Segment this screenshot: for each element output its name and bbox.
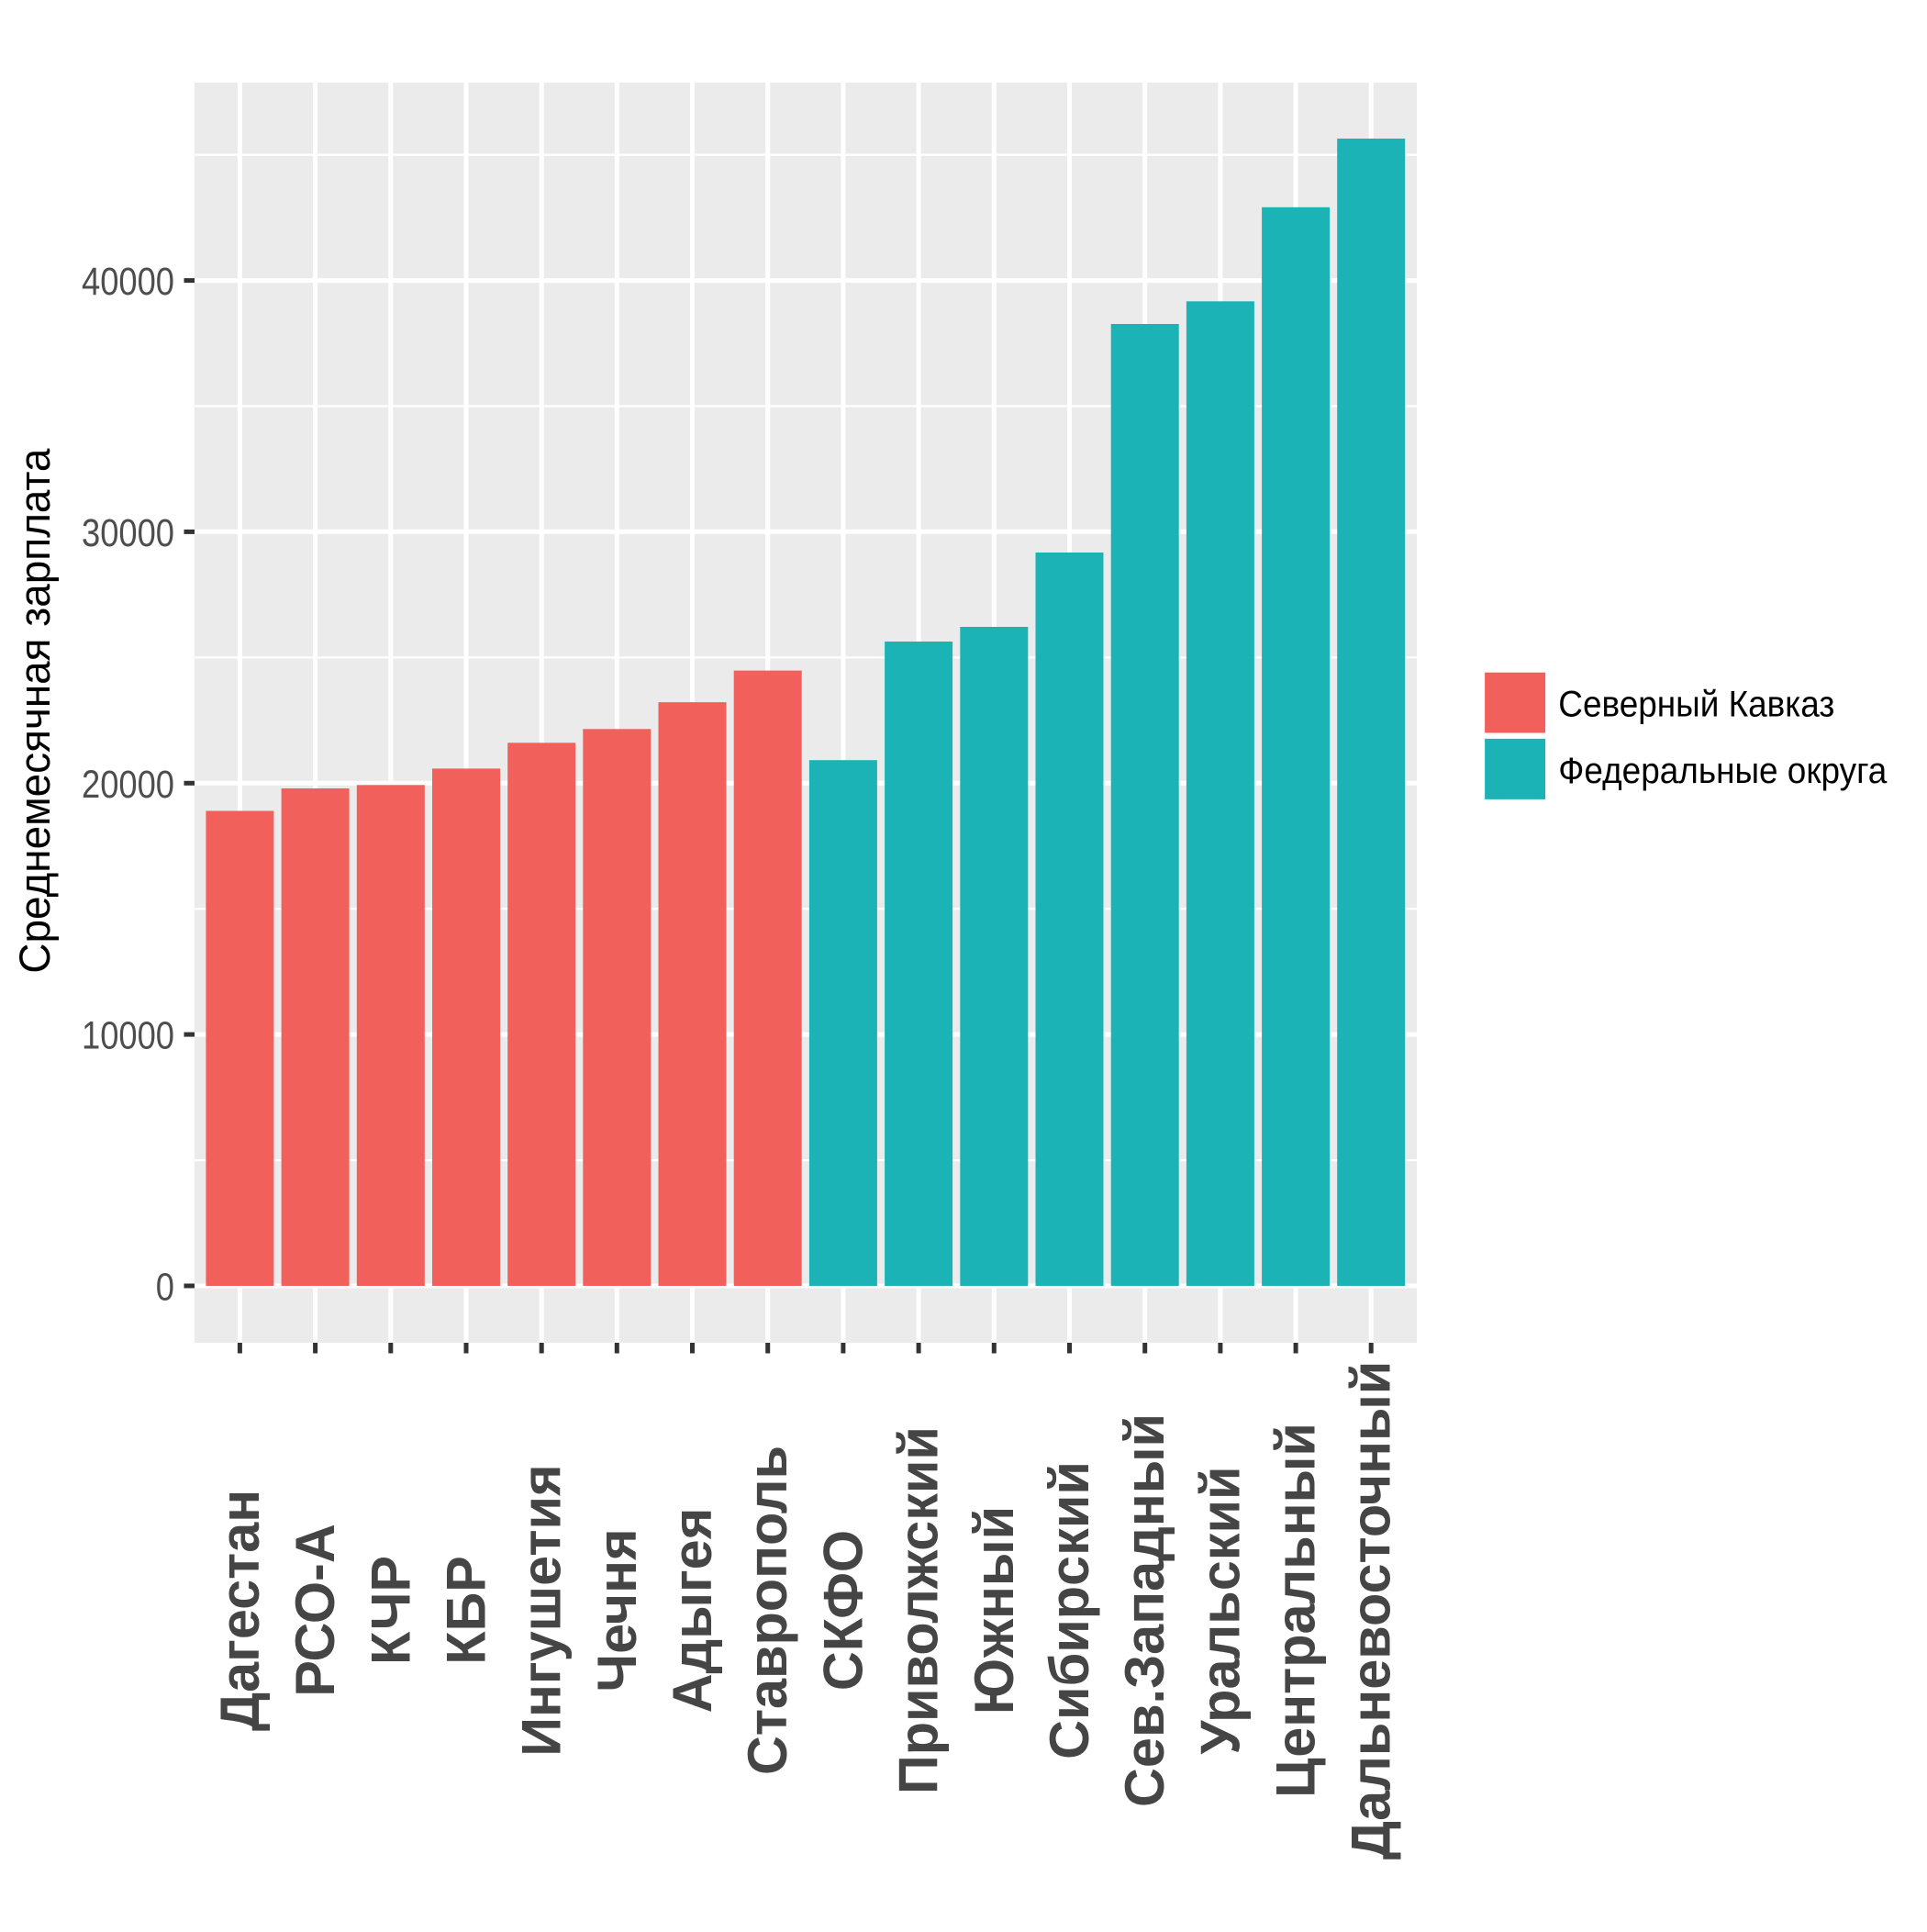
svg-text:20000: 20000 [82, 763, 174, 806]
svg-text:Адыгея: Адыгея [662, 1508, 723, 1714]
svg-text:СКФО: СКФО [812, 1530, 874, 1691]
svg-text:Федеральные округа: Федеральные округа [1558, 751, 1887, 791]
svg-text:Уральский: Уральский [1189, 1467, 1251, 1755]
svg-text:Приволжский: Приволжский [888, 1426, 950, 1794]
svg-text:РСО-А: РСО-А [284, 1524, 346, 1696]
svg-text:30000: 30000 [82, 511, 174, 554]
svg-text:Дагестан: Дагестан [209, 1490, 271, 1731]
svg-text:Северный Кавказ: Северный Кавказ [1558, 685, 1834, 725]
svg-text:0: 0 [156, 1266, 174, 1309]
svg-text:Южный: Южный [964, 1506, 1025, 1714]
svg-text:КЧР: КЧР [360, 1556, 421, 1665]
svg-text:Дальневосточный: Дальневосточный [1341, 1361, 1402, 1860]
svg-text:Ставрополь: Ставрополь [737, 1446, 798, 1775]
svg-text:Ингушетия: Ингушетия [511, 1464, 573, 1756]
svg-text:Среднемесячная зарплата: Среднемесячная зарплата [10, 448, 59, 974]
svg-text:40000: 40000 [82, 260, 174, 303]
svg-text:Чечня: Чечня [586, 1528, 648, 1692]
svg-text:КБР: КБР [436, 1556, 497, 1665]
svg-text:Центральный: Центральный [1265, 1423, 1327, 1798]
svg-text:Сев.Западный: Сев.Западный [1114, 1413, 1175, 1807]
svg-text:Сибирский: Сибирский [1039, 1461, 1100, 1759]
svg-text:10000: 10000 [82, 1014, 174, 1057]
